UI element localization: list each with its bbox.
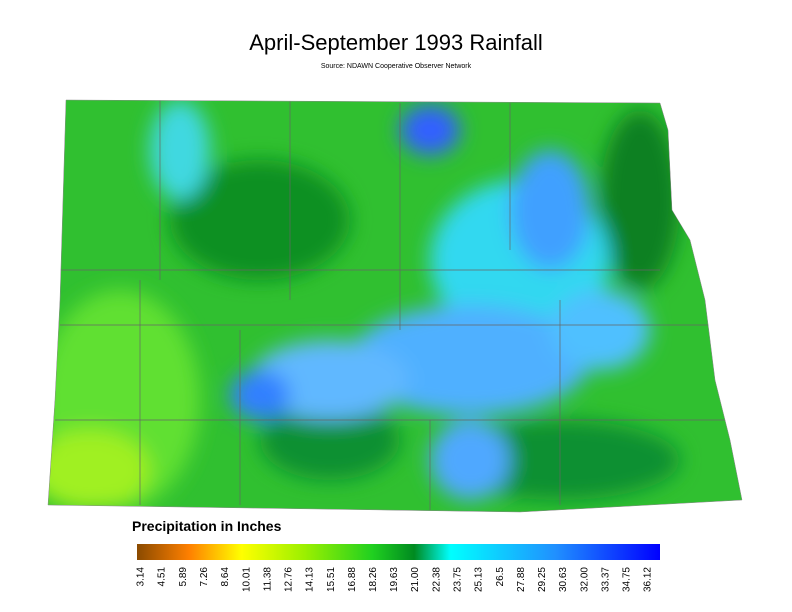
map	[48, 100, 742, 512]
legend-tick-label: 14.13	[305, 567, 316, 592]
legend-tick-label: 29.25	[537, 567, 548, 592]
legend-tick-label: 34.75	[622, 567, 633, 592]
legend-tick-label: 21.00	[410, 567, 421, 592]
legend-tick-label: 32.00	[579, 567, 590, 592]
legend-tick-label: 26.5	[495, 567, 506, 587]
legend-tick-label: 15.51	[326, 567, 337, 592]
legend-tick-label: 5.89	[178, 567, 189, 587]
legend-tick-label: 4.51	[157, 567, 168, 587]
state-outline	[47, 99, 743, 513]
legend-tick-label: 16.88	[347, 567, 358, 592]
legend-ticks: 3.14 4.51 5.89 7.26 8.64 10.01 11.38 12.76 14.13…	[136, 567, 654, 592]
legend-tick-label: 27.88	[516, 567, 527, 592]
legend-tick-label: 7.26	[199, 567, 210, 587]
legend-tick-label: 25.13	[474, 567, 485, 592]
county-lines	[55, 100, 730, 510]
legend-tick-label: 10.01	[241, 567, 252, 592]
legend-title: Precipitation in Inches	[132, 518, 282, 534]
legend-tick-label: 8.64	[220, 567, 231, 587]
map-title: April-September 1993 Rainfall	[249, 30, 543, 55]
legend-tick-label: 3.14	[136, 567, 147, 587]
legend-tick-label: 30.63	[558, 567, 569, 592]
map-source: Source: NDAWN Cooperative Observer Netwo…	[321, 63, 472, 70]
color-bar	[137, 544, 660, 560]
legend-tick-label: 23.75	[452, 567, 463, 592]
legend-tick-label: 22.38	[431, 567, 442, 592]
legend-tick-label: 11.38	[262, 567, 273, 592]
legend-tick-label: 18.26	[368, 567, 379, 592]
legend-tick-label: 36.12	[643, 567, 654, 592]
legend-tick-label: 33.37	[600, 567, 611, 592]
legend-tick-label: 12.76	[284, 567, 295, 592]
legend-tick-label: 19.63	[389, 567, 400, 592]
